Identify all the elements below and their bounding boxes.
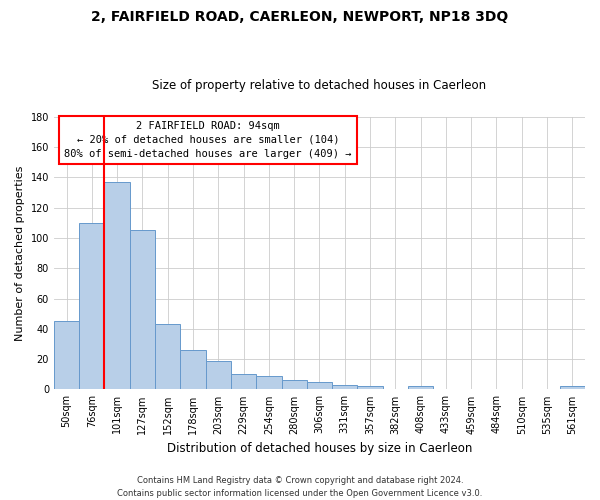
Bar: [332, 385, 358, 390]
Text: Contains HM Land Registry data © Crown copyright and database right 2024.
Contai: Contains HM Land Registry data © Crown c…: [118, 476, 482, 498]
Bar: [104, 182, 130, 390]
Bar: [307, 382, 332, 390]
X-axis label: Distribution of detached houses by size in Caerleon: Distribution of detached houses by size …: [167, 442, 472, 455]
Bar: [408, 386, 433, 390]
Bar: [560, 386, 585, 390]
Bar: [206, 360, 231, 390]
Bar: [281, 380, 307, 390]
Bar: [181, 350, 206, 390]
Bar: [231, 374, 256, 390]
Bar: [54, 322, 79, 390]
Bar: [155, 324, 181, 390]
Text: 2, FAIRFIELD ROAD, CAERLEON, NEWPORT, NP18 3DQ: 2, FAIRFIELD ROAD, CAERLEON, NEWPORT, NP…: [91, 10, 509, 24]
Bar: [79, 223, 104, 390]
Y-axis label: Number of detached properties: Number of detached properties: [15, 166, 25, 341]
Text: 2 FAIRFIELD ROAD: 94sqm
← 20% of detached houses are smaller (104)
80% of semi-d: 2 FAIRFIELD ROAD: 94sqm ← 20% of detache…: [64, 121, 352, 159]
Bar: [358, 386, 383, 390]
Title: Size of property relative to detached houses in Caerleon: Size of property relative to detached ho…: [152, 79, 487, 92]
Bar: [256, 376, 281, 390]
Bar: [130, 230, 155, 390]
